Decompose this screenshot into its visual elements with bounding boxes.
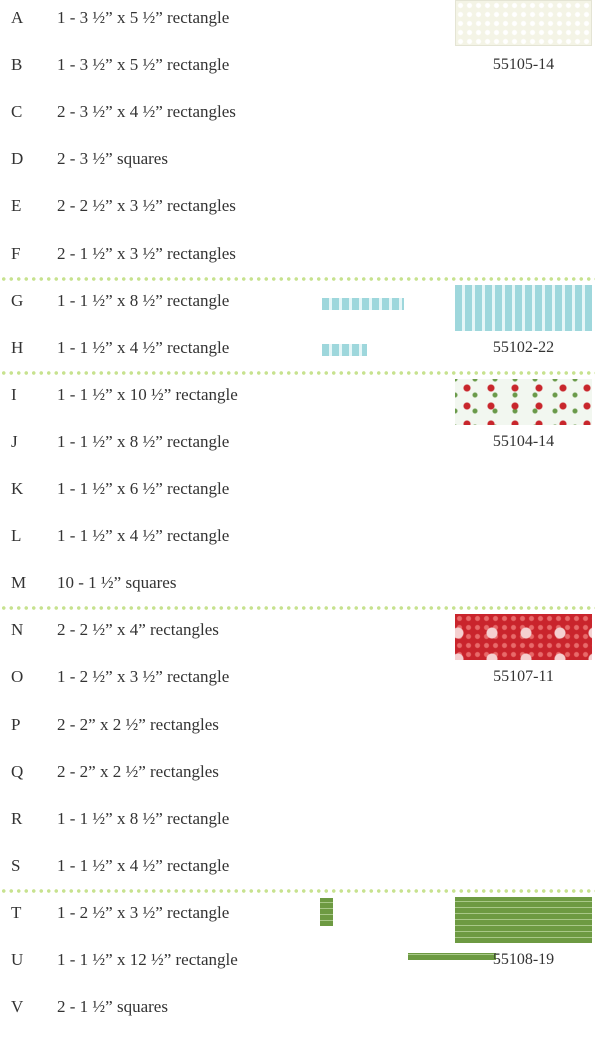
row-text: 2 - 2 ½” x 3 ½” rectangles [57,196,236,216]
row-letter: V [11,997,24,1017]
fabric-code: 55108-19 [492,951,555,968]
row-letter: O [11,667,24,687]
row-text: 2 - 2 ½” x 4” rectangles [57,620,219,640]
row-text: 2 - 1 ½” squares [57,997,168,1017]
row-text: 2 - 3 ½” x 4 ½” rectangles [57,102,236,122]
row-text: 1 - 1 ½” x 8 ½” rectangle [57,431,230,451]
row-letter: B [11,55,23,75]
row-text: 1 - 1 ½” x 4 ½” rectangle [57,337,230,357]
row-letter: M [11,573,27,593]
separator [0,276,595,281]
row-text: 2 - 3 ½” squares [57,149,168,169]
inline-swatch [322,298,404,310]
row-text: 1 - 1 ½” x 4 ½” rectangle [57,526,230,546]
row-text: 1 - 2 ½” x 3 ½” rectangle [57,667,230,687]
row-text: 1 - 2 ½” x 3 ½” rectangle [57,902,230,922]
separator [0,370,595,375]
row-text: 2 - 2” x 2 ½” rectangles [57,761,219,781]
row-letter: U [11,950,24,969]
row-letter: F [11,243,21,263]
fabric-swatch [455,378,592,425]
row-letter: K [11,479,24,498]
row-letter: H [11,337,24,357]
row-letter: D [11,149,24,169]
row-text: 2 - 1 ½” x 3 ½” rectangles [57,243,236,263]
inline-swatch [408,953,496,960]
row-text: 1 - 3 ½” x 5 ½” rectangle [57,55,230,75]
row-text: 1 - 1 ½” x 4 ½” rectangle [57,855,230,875]
fabric-code: 55107-11 [493,668,554,686]
row-letter: R [11,808,23,828]
row-letter: J [11,431,18,451]
fabric-code: 55105-14 [492,56,555,74]
row-text: 1 - 1 ½” x 6 ½” rectangle [57,479,230,498]
row-letter: I [11,384,17,404]
fabric-code: 55104-14 [492,432,555,450]
row-letter: C [11,102,23,122]
fabric-swatch [455,284,592,331]
row-text: 1 - 1 ½” x 10 ½” rectangle [57,384,238,404]
row-text: 1 - 3 ½” x 5 ½” rectangle [57,8,230,27]
separator [0,888,595,893]
row-letter: A [11,8,24,27]
row-text: 2 - 2” x 2 ½” rectangles [57,714,219,734]
fabric-swatch [455,0,592,46]
row-letter: N [11,620,24,640]
row-text: 1 - 1 ½” x 12 ½” rectangle [57,950,238,969]
fabric-swatch [455,896,592,943]
row-text: 10 - 1 ½” squares [57,573,177,593]
row-letter: E [11,196,22,216]
row-letter: G [11,290,24,310]
row-letter: S [11,855,21,875]
row-letter: P [11,714,21,734]
row-text: 1 - 1 ½” x 8 ½” rectangle [57,290,230,310]
inline-swatch [322,344,367,356]
row-letter: Q [11,761,24,781]
row-letter: T [11,902,22,922]
separator [0,606,595,611]
inline-swatch [320,898,333,926]
fabric-swatch [455,614,592,661]
fabric-code: 55102-22 [492,338,555,356]
row-text: 1 - 1 ½” x 8 ½” rectangle [57,808,230,828]
row-letter: L [11,526,22,546]
